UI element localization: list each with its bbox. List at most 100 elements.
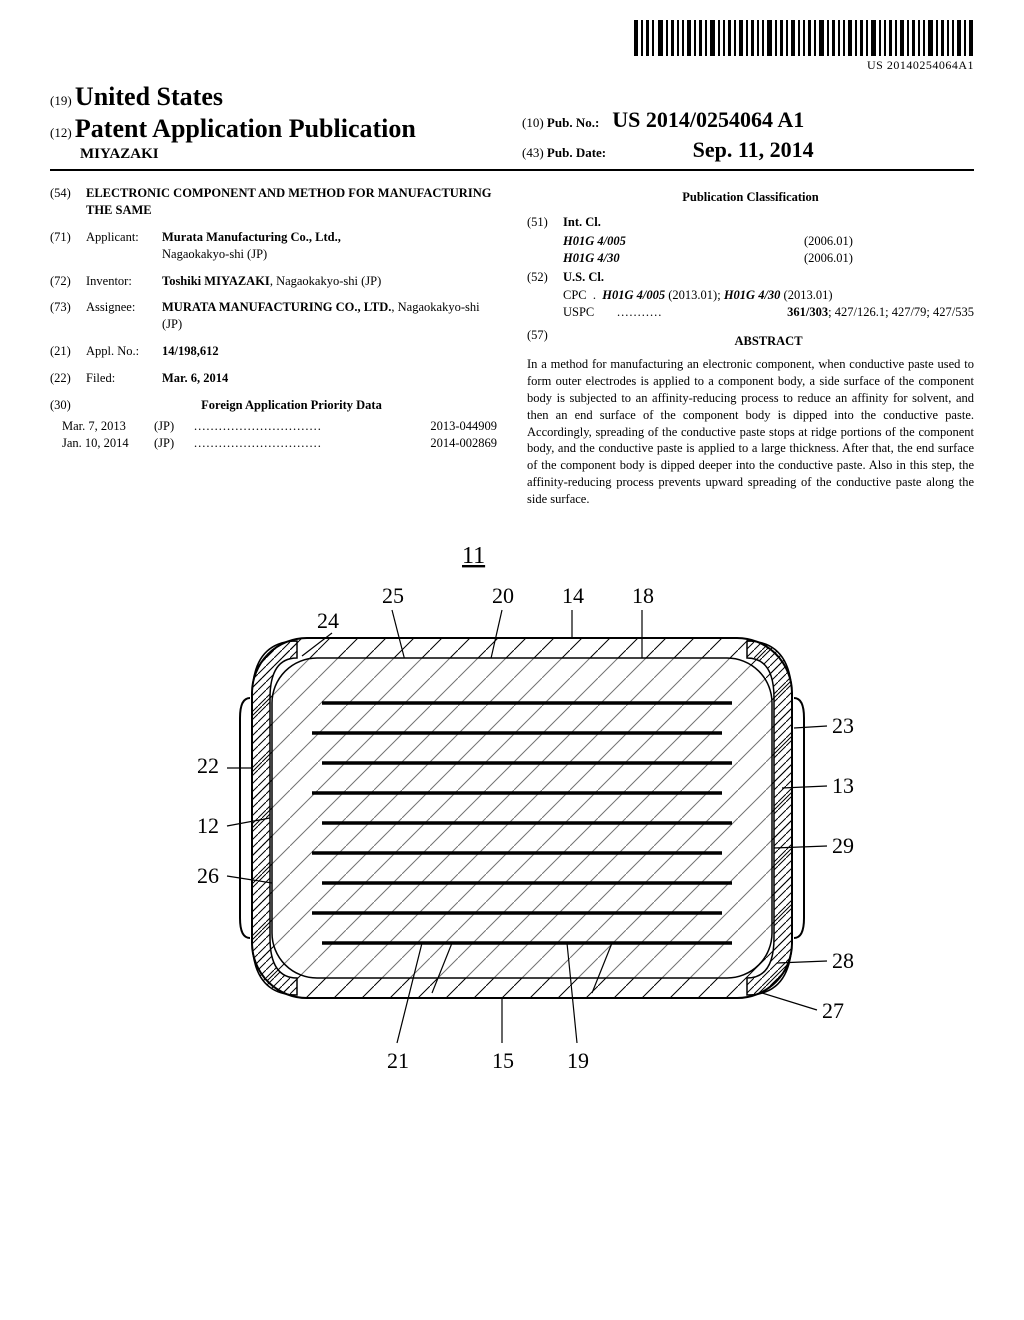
priority-row: Jan. 10, 2014 (JP) .....................… bbox=[62, 435, 497, 452]
code-52: (52) bbox=[527, 269, 563, 286]
cpc-label: CPC bbox=[563, 288, 587, 302]
fig-label-14: 14 bbox=[562, 583, 584, 608]
code-73: (73) bbox=[50, 299, 86, 333]
inventor-value: Toshiki MIYAZAKI, Nagaokakyo-shi (JP) bbox=[162, 273, 497, 290]
code-54: (54) bbox=[50, 185, 86, 219]
fig-ref-11: 11 bbox=[462, 543, 485, 569]
fig-label-18: 18 bbox=[632, 583, 654, 608]
pub-no-label: Pub. No.: bbox=[547, 115, 603, 130]
header-left: (19) United States (12) Patent Applicati… bbox=[50, 82, 502, 163]
figure-svg: 11 25 20 14 18 24 bbox=[122, 538, 902, 1098]
barcode-svg bbox=[634, 20, 974, 56]
intcl-row: H01G 4/30 (2006.01) bbox=[563, 250, 974, 267]
applicant-value: Murata Manufacturing Co., Ltd., Nagaokak… bbox=[162, 229, 497, 263]
fig-label-27: 27 bbox=[822, 998, 844, 1023]
priority-num: 2014-002869 bbox=[407, 435, 497, 452]
figure: 11 25 20 14 18 24 bbox=[50, 538, 974, 1103]
pub-no: US 2014/0254064 A1 bbox=[612, 107, 804, 132]
fig-label-12: 12 bbox=[197, 813, 219, 838]
applicant-label: Applicant: bbox=[86, 229, 162, 263]
cpc-val: H01G 4/005 bbox=[602, 288, 665, 302]
pub-date: Sep. 11, 2014 bbox=[693, 137, 814, 162]
country-line: (19) United States bbox=[50, 82, 502, 112]
code-51: (51) bbox=[527, 214, 563, 231]
priority-cc: (JP) bbox=[154, 418, 194, 435]
uscl-block: CPC . H01G 4/005 (2013.01); H01G 4/30 (2… bbox=[563, 287, 974, 321]
assignee-label: Assignee: bbox=[86, 299, 162, 333]
code-57: (57) bbox=[527, 327, 563, 354]
header: (19) United States (12) Patent Applicati… bbox=[50, 82, 974, 171]
filed-label: Filed: bbox=[86, 370, 162, 387]
priority-date: Mar. 7, 2013 bbox=[62, 418, 154, 435]
uspc-val: 361/303; 427/126.1; 427/79; 427/535 bbox=[666, 304, 974, 321]
priority-dots: ............................... bbox=[194, 418, 407, 435]
pub-date-line: (43) Pub. Date: Sep. 11, 2014 bbox=[522, 137, 974, 163]
doctype: Patent Application Publication bbox=[75, 114, 416, 143]
intcl-year: (2006.01) bbox=[804, 250, 884, 267]
header-right: (10) Pub. No.: US 2014/0254064 A1 (43) P… bbox=[502, 107, 974, 163]
assignee-name: MURATA MANUFACTURING CO., LTD. bbox=[162, 300, 391, 314]
priority-dots: ............................... bbox=[194, 435, 407, 452]
code-71: (71) bbox=[50, 229, 86, 263]
doctype-line: (12) Patent Application Publication bbox=[50, 114, 502, 144]
code-72: (72) bbox=[50, 273, 86, 290]
biblio-columns: (54) ELECTRONIC COMPONENT AND METHOD FOR… bbox=[50, 185, 974, 508]
cpc-line: CPC . H01G 4/005 (2013.01); H01G 4/30 (2… bbox=[563, 287, 974, 304]
barcode: US 20140254064A1 bbox=[634, 20, 974, 73]
code-10: (10) bbox=[522, 115, 544, 130]
field-52: (52) U.S. Cl. bbox=[527, 269, 974, 286]
code-21: (21) bbox=[50, 343, 86, 360]
filed-value: Mar. 6, 2014 bbox=[162, 370, 497, 387]
fig-label-15: 15 bbox=[492, 1048, 514, 1073]
invention-title: ELECTRONIC COMPONENT AND METHOD FOR MANU… bbox=[86, 185, 497, 219]
field-71: (71) Applicant: Murata Manufacturing Co.… bbox=[50, 229, 497, 263]
applno-value: 14/198,612 bbox=[162, 343, 497, 360]
inventor-surname: MIYAZAKI bbox=[80, 146, 502, 163]
code-30: (30) bbox=[50, 397, 86, 414]
priority-title: Foreign Application Priority Data bbox=[86, 397, 497, 414]
code-22: (22) bbox=[50, 370, 86, 387]
right-column: Publication Classification (51) Int. Cl.… bbox=[527, 185, 974, 508]
field-51: (51) Int. Cl. bbox=[527, 214, 974, 231]
priority-table: Mar. 7, 2013 (JP) ......................… bbox=[62, 418, 497, 452]
field-57: (57) ABSTRACT bbox=[527, 327, 974, 354]
left-column: (54) ELECTRONIC COMPONENT AND METHOD FOR… bbox=[50, 185, 497, 508]
field-72: (72) Inventor: Toshiki MIYAZAKI, Nagaoka… bbox=[50, 273, 497, 290]
code-43: (43) bbox=[522, 145, 544, 160]
uspc-dots: ........... bbox=[613, 304, 666, 321]
fig-label-26: 26 bbox=[197, 863, 219, 888]
fig-label-24: 24 bbox=[317, 608, 339, 633]
field-22: (22) Filed: Mar. 6, 2014 bbox=[50, 370, 497, 387]
pub-no-line: (10) Pub. No.: US 2014/0254064 A1 bbox=[522, 107, 974, 133]
uscl-label: U.S. Cl. bbox=[563, 269, 974, 286]
inventor-label: Inventor: bbox=[86, 273, 162, 290]
abstract-title: ABSTRACT bbox=[563, 333, 974, 350]
assignee-value: MURATA MANUFACTURING CO., LTD., Nagaokak… bbox=[162, 299, 497, 333]
uspc-label: USPC bbox=[563, 304, 613, 321]
fig-label-29: 29 bbox=[832, 833, 854, 858]
intcl-year: (2006.01) bbox=[804, 233, 884, 250]
intcl-code: H01G 4/30 bbox=[563, 250, 804, 267]
fig-label-25: 25 bbox=[382, 583, 404, 608]
fig-label-22: 22 bbox=[197, 753, 219, 778]
fig-label-28: 28 bbox=[832, 948, 854, 973]
fig-label-23: 23 bbox=[832, 713, 854, 738]
applicant-addr: Nagaokakyo-shi (JP) bbox=[162, 247, 267, 261]
priority-row: Mar. 7, 2013 (JP) ......................… bbox=[62, 418, 497, 435]
pub-date-label: Pub. Date: bbox=[547, 145, 609, 160]
field-30: (30) Foreign Application Priority Data bbox=[50, 397, 497, 414]
field-73: (73) Assignee: MURATA MANUFACTURING CO.,… bbox=[50, 299, 497, 333]
inventor-addr: , Nagaokakyo-shi (JP) bbox=[270, 274, 381, 288]
fig-label-20: 20 bbox=[492, 583, 514, 608]
intcl-block: H01G 4/005 (2006.01) H01G 4/30 (2006.01) bbox=[563, 233, 974, 267]
priority-cc: (JP) bbox=[154, 435, 194, 452]
country: United States bbox=[75, 82, 223, 111]
barcode-text: US 20140254064A1 bbox=[634, 58, 974, 73]
applno-label: Appl. No.: bbox=[86, 343, 162, 360]
intcl-row: H01G 4/005 (2006.01) bbox=[563, 233, 974, 250]
priority-num: 2013-044909 bbox=[407, 418, 497, 435]
applicant-name: Murata Manufacturing Co., Ltd., bbox=[162, 230, 341, 244]
inventor-name: Toshiki MIYAZAKI bbox=[162, 274, 270, 288]
abstract-body: In a method for manufacturing an electro… bbox=[527, 356, 974, 508]
field-54: (54) ELECTRONIC COMPONENT AND METHOD FOR… bbox=[50, 185, 497, 219]
